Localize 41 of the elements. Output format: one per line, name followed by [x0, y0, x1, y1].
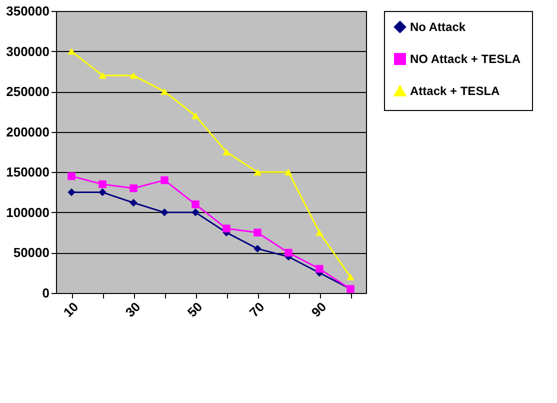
point — [160, 88, 168, 95]
legend-label: No Attack — [410, 20, 466, 34]
point — [68, 48, 76, 55]
y-tick-label: 350000 — [6, 4, 50, 18]
legend-label: Attack + TESLA — [410, 84, 500, 98]
x-tick-label: 50 — [184, 299, 206, 320]
point — [192, 200, 200, 208]
point — [98, 188, 106, 196]
point — [192, 112, 200, 120]
point — [130, 184, 138, 192]
y-tick-label: 300000 — [6, 44, 50, 59]
point — [98, 72, 106, 79]
y-tick-label: 100000 — [6, 204, 50, 220]
point — [254, 244, 262, 253]
y-tick-label: 50000 — [13, 245, 50, 260]
x-tick-label: 70 — [246, 299, 268, 320]
point — [130, 72, 138, 79]
point — [284, 168, 292, 176]
point — [192, 208, 200, 216]
y-tick-label: 150000 — [6, 164, 50, 180]
x-tick-label: 10 — [60, 299, 82, 320]
point — [316, 264, 324, 273]
point — [68, 172, 76, 180]
point — [254, 168, 262, 176]
point — [98, 180, 106, 188]
point — [254, 228, 262, 236]
legend-label: NO Attack + TESLA — [410, 52, 521, 66]
point — [68, 188, 76, 196]
point — [222, 148, 230, 156]
x-tick-label: 90 — [308, 299, 330, 320]
y-tick-label: 0 — [42, 286, 50, 300]
point — [346, 274, 354, 280]
point — [222, 224, 230, 232]
x-tick-label: 30 — [122, 299, 144, 320]
y-tick-label: 200000 — [6, 124, 50, 140]
point — [130, 198, 138, 207]
y-tick-label: 250000 — [6, 84, 50, 100]
point — [160, 208, 168, 216]
point — [160, 176, 168, 184]
point — [316, 229, 324, 236]
point — [284, 248, 292, 257]
